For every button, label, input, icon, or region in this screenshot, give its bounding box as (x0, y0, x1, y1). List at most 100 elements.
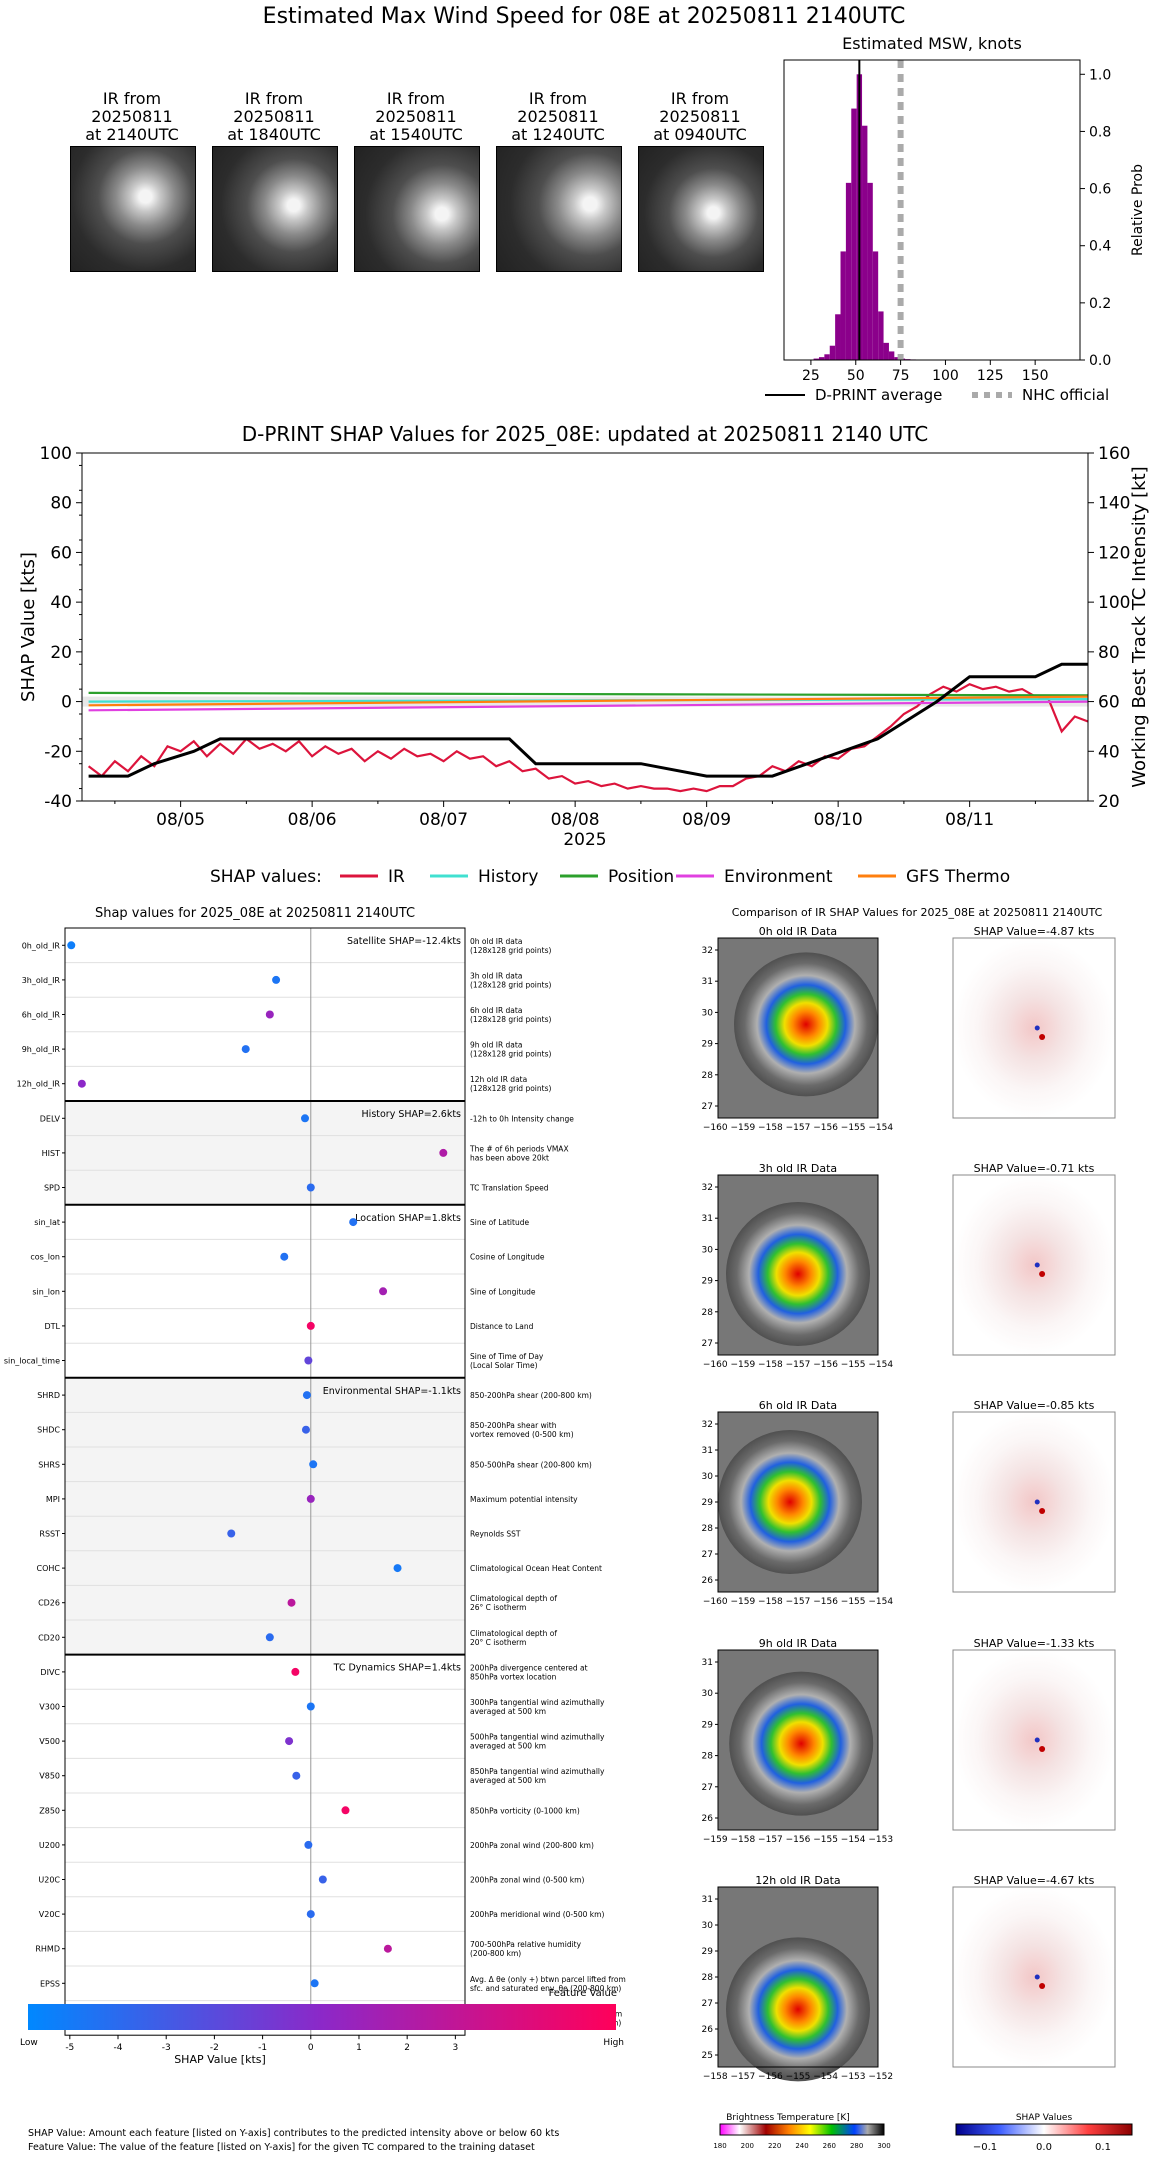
feature-point (77, 1079, 86, 1088)
y-tick-label: 30 (702, 1245, 714, 1255)
feature-desc: 6h old IR data (470, 1006, 522, 1015)
feature-desc: 850-200hPa shear (200-800 km) (470, 1391, 592, 1400)
x-tick-label: 08/10 (814, 810, 863, 830)
group-band (65, 1204, 465, 1378)
feature-point (287, 1598, 296, 1607)
x-tick-label: 100 (932, 368, 959, 384)
y-tick-label: 27 (702, 1783, 713, 1793)
y-right-tick-label: 20 (1098, 792, 1120, 812)
x-tick-label: 125 (977, 368, 1004, 384)
y-tick-label: 60 (50, 543, 72, 563)
feature-name: 0h_old_IR (22, 941, 61, 950)
feature-desc: averaged at 500 km (470, 1707, 546, 1716)
shap-panel-image (952, 1174, 1116, 1356)
y-tick-label: 0.6 (1089, 182, 1111, 198)
feature-point (302, 1391, 311, 1400)
bt-tick-label: 300 (877, 2142, 890, 2150)
shap-tick-label: 0.0 (1036, 2142, 1052, 2153)
shap-tick-label: −0.1 (973, 2142, 997, 2153)
feature-desc: 200hPa zonal wind (200-800 km) (470, 1841, 594, 1850)
feature-name: U200 (39, 1841, 60, 1850)
y-right-tick-label: 100 (1098, 593, 1130, 613)
feature-desc: 850-200hPa shear with (470, 1421, 557, 1430)
feature-name: COHC (37, 1564, 61, 1573)
feature-desc: 500hPa tangential wind azimuthally (470, 1733, 605, 1742)
group-band (65, 1101, 465, 1205)
histogram-title: Estimated MSW, knots (842, 34, 1022, 53)
feature-desc: sfc. and saturated env. θe (200-800 km) (470, 1984, 621, 1993)
feature-desc: averaged at 500 km (470, 1776, 546, 1785)
legend-avg-label: D-PRINT average (815, 386, 942, 404)
feature-point (393, 1564, 402, 1573)
ir-storm-image (726, 1937, 870, 2082)
feature-desc: Climatological depth of (470, 1629, 557, 1638)
feature-name: cos_lon (30, 1253, 60, 1262)
feature-name: SHDC (37, 1426, 60, 1435)
feature-desc: 850-500hPa shear (200-800 km) (470, 1460, 592, 1469)
shap-tick-label: 0.1 (1095, 2142, 1111, 2153)
histogram-bar (872, 251, 879, 360)
feature-point (272, 975, 281, 984)
ir-thumbnail-image (496, 146, 622, 272)
y-tick-label: 28 (702, 1973, 714, 1983)
group-title: TC Dynamics SHAP=1.4kts (333, 1663, 461, 1674)
feature-desc: 300hPa tangential wind azimuthally (470, 1698, 605, 1707)
y-tick-label: 28 (702, 1524, 714, 1534)
x-tick-label: 75 (892, 368, 910, 384)
shap-panel-label: SHAP Value=-4.67 kts (974, 1874, 1095, 1887)
x-tick-label: -1 (258, 2043, 267, 2053)
y-right-tick-label: 60 (1098, 693, 1120, 713)
y-right-tick-label: 140 (1098, 494, 1130, 514)
shap-coldspot (1034, 1262, 1040, 1268)
feature-name: RSST (39, 1530, 60, 1539)
ir-panel-label: 9h old IR Data (759, 1637, 837, 1650)
bt-tick-label: 240 (795, 2142, 808, 2150)
histogram-bar (829, 345, 836, 360)
legend-label: IR (388, 867, 405, 887)
ir-panel-frame (717, 937, 879, 1119)
feature-desc: 200hPa divergence centered at (470, 1663, 588, 1672)
feature-desc: Maximum potential intensity (470, 1495, 578, 1504)
y-tick-label: 80 (50, 494, 72, 514)
shap-timeseries-chart: D-PRINT SHAP Values for 2025_08E: update… (18, 422, 1150, 887)
histogram-ylabel: Relative Prob (1130, 164, 1146, 256)
ir-thumbnail-image (354, 146, 480, 272)
x-tick-label: 0 (308, 2043, 314, 2053)
feature-name: 9h_old_IR (22, 1045, 61, 1054)
x-tick-label: −158 −157 −156 −155 −154 −153 −152 (703, 2072, 893, 2082)
y-tick-label: 29 (702, 1040, 714, 1050)
feature-point (318, 1875, 327, 1884)
legend-title: SHAP values: (210, 867, 322, 887)
histogram-bar (851, 108, 857, 360)
x-tick-label: −160 −159 −158 −157 −156 −155 −154 (703, 1597, 893, 1607)
feature-name: V300 (39, 1703, 60, 1712)
y-tick-label: -40 (44, 792, 72, 812)
legend-label: History (478, 867, 538, 887)
y-tick-label: 32 (702, 1420, 713, 1430)
ir-storm-image (718, 1430, 862, 1574)
ir-panel-label: 0h old IR Data (759, 925, 837, 938)
feature-point (285, 1737, 294, 1746)
y-right-tick-label: 160 (1098, 444, 1130, 464)
feature-desc: (200-800 km) (470, 1949, 521, 1958)
ir-thumbnail-label: IR from 20250811 at 2140UTC (85, 89, 179, 144)
feature-desc: 3h old IR data (470, 971, 522, 980)
colorbar-high: High (603, 2038, 624, 2048)
y-tick-label: 26 (702, 1814, 714, 1824)
legend-label: GFS Thermo (906, 867, 1010, 887)
y-tick-label: 31 (702, 1214, 713, 1224)
feature-point (301, 1114, 309, 1123)
y-tick-label: 30 (702, 1008, 714, 1018)
group-title: History SHAP=2.6kts (362, 1109, 462, 1120)
feature-name: MPI (46, 1495, 60, 1504)
y-tick-label: 27 (702, 1550, 713, 1560)
feature-point (306, 1321, 315, 1330)
feature-name: DTL (44, 1322, 60, 1331)
ir-comparison-title: Comparison of IR SHAP Values for 2025_08… (732, 906, 1103, 919)
feature-name: sin_lon (32, 1287, 60, 1296)
feature-desc: (Local Solar Time) (470, 1361, 538, 1370)
feature-desc: TC Translation Speed (469, 1184, 549, 1193)
feature-point (292, 1771, 301, 1780)
histogram-bar (845, 182, 852, 360)
feature-desc: 12h old IR data (470, 1075, 527, 1084)
